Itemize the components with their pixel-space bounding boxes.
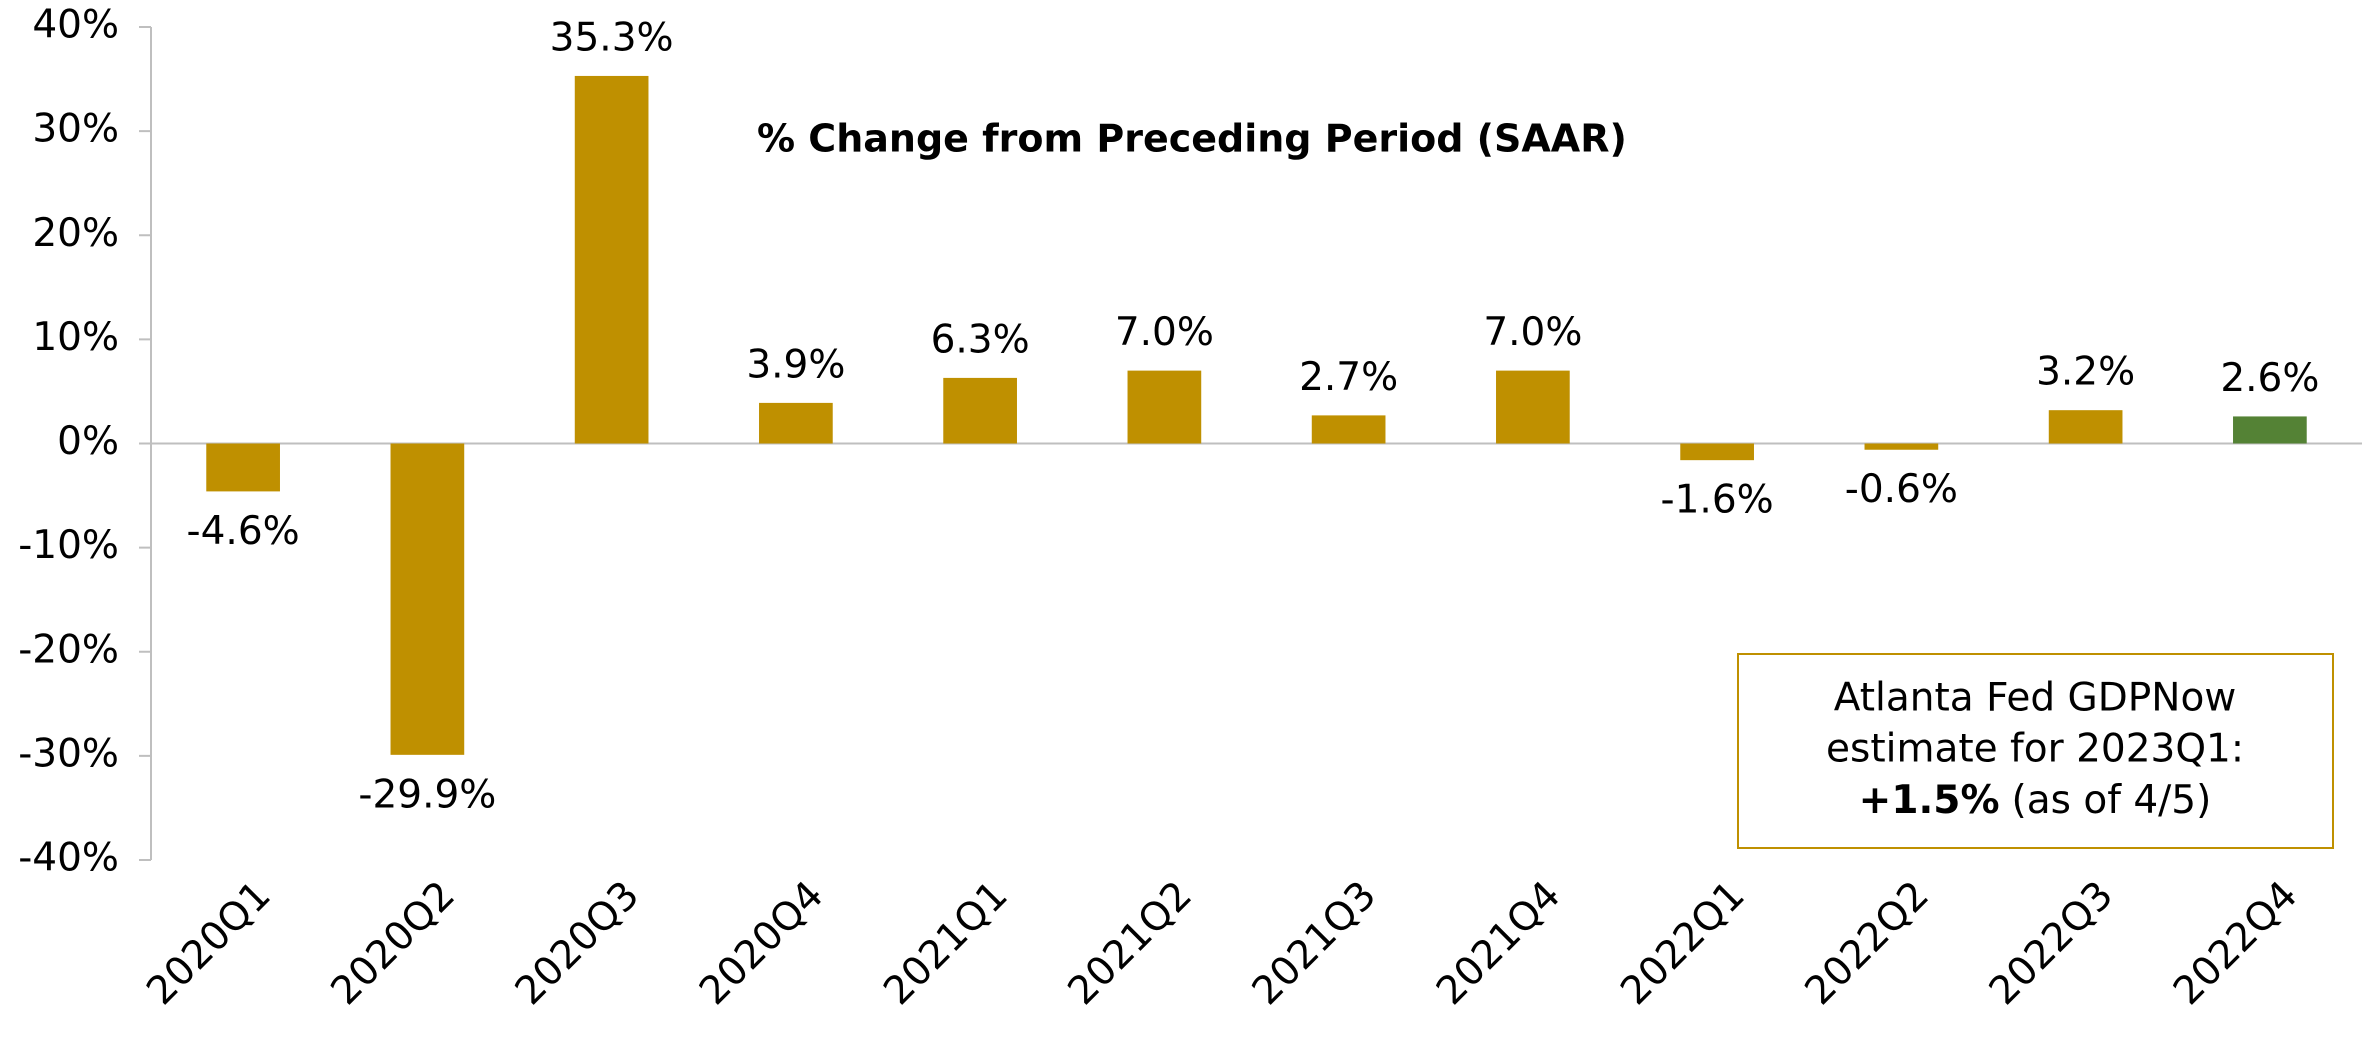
annotation-highlight: +1.5% [1859,778,2000,823]
value-label: 6.3% [931,317,1030,362]
y-tick-label: 10% [32,315,119,360]
bar [2233,416,2307,444]
x-tick-label: 2021Q4 [1428,873,1569,1014]
x-tick-label: 2022Q4 [2165,873,2306,1014]
value-label: -0.6% [1845,467,1958,512]
value-label: 3.9% [746,342,845,387]
annotation-line: +1.5% (as of 4/5) [1859,778,2212,823]
y-tick-label: 40% [32,3,119,48]
y-tick-label: 20% [32,211,119,256]
bar [2048,410,2123,444]
x-tick-label: 2020Q3 [507,873,648,1014]
bar [1127,370,1202,444]
annotation-line: Atlanta Fed GDPNow [1834,676,2236,721]
value-label: -29.9% [358,772,496,817]
y-tick-label: 30% [32,107,119,152]
bar [206,443,280,492]
annotation-line: estimate for 2023Q1: [1826,727,2244,772]
value-label: 7.0% [1483,310,1582,355]
x-tick-label: 2020Q2 [323,873,464,1014]
y-tick-label: -40% [18,836,119,881]
x-tick-label: 2021Q1 [875,873,1016,1014]
x-tick-label: 2021Q2 [1060,873,1201,1014]
bar [1496,370,1570,444]
x-tick-label: 2020Q4 [691,873,832,1014]
x-tick-label: 2020Q1 [138,873,279,1014]
bar [390,443,465,755]
bar [574,75,649,444]
x-tick-label: 2022Q2 [1797,873,1938,1014]
bar [943,377,1017,444]
annotation-box [1737,653,2334,849]
x-tick-label: 2022Q3 [1981,873,2122,1014]
y-tick-label: 0% [57,419,119,464]
value-label: 3.2% [2036,350,2135,395]
bar [1864,443,1939,450]
value-label: 7.0% [1115,310,1214,355]
x-tick-label: 2021Q3 [1244,873,1385,1014]
value-label: 2.7% [1299,355,1398,400]
y-tick-label: -20% [18,627,119,672]
bar [759,402,833,444]
value-label: 35.3% [550,15,674,60]
annotation-note: (as of 4/5) [2012,778,2212,823]
value-label: -1.6% [1661,478,1774,523]
x-tick-label: 2022Q1 [1612,873,1753,1014]
value-label: -4.6% [187,509,300,554]
bar [1680,443,1754,461]
y-tick-label: -30% [18,731,119,776]
chart-title: % Change from Preceding Period (SAAR) [757,117,1627,161]
y-tick-label: -10% [18,523,119,568]
value-label: 2.6% [2220,356,2319,401]
bar [1311,415,1386,444]
